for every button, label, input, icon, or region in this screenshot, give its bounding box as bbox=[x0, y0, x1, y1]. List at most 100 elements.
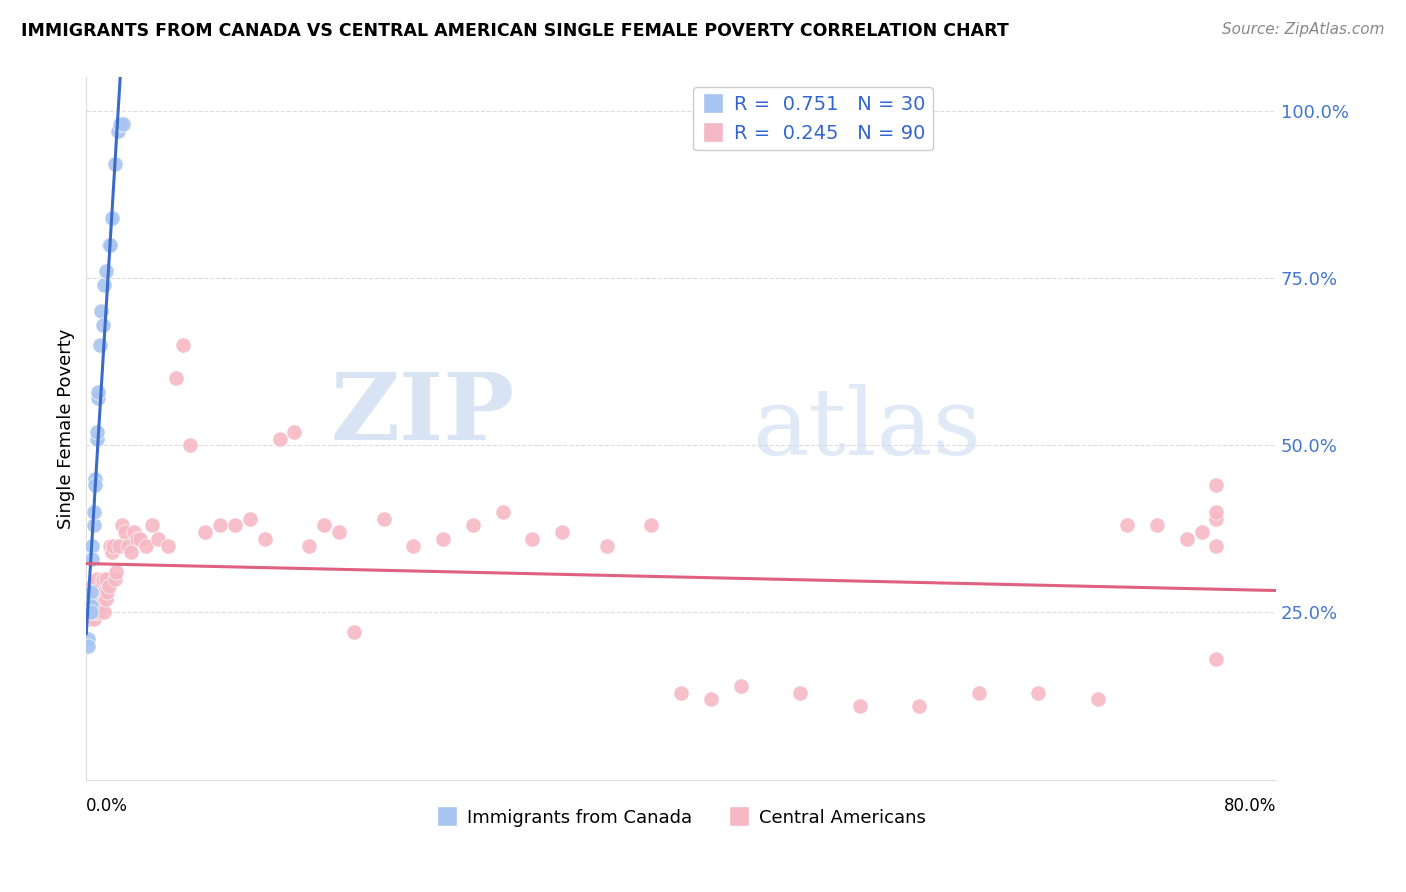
Point bbox=[239, 512, 262, 526]
Point bbox=[80, 585, 103, 599]
Point bbox=[80, 606, 103, 620]
Point bbox=[83, 585, 105, 599]
Text: ZIP: ZIP bbox=[330, 369, 515, 459]
Legend: Immigrants from Canada, Central Americans: Immigrants from Canada, Central American… bbox=[429, 801, 934, 834]
Point bbox=[269, 432, 291, 446]
Point bbox=[432, 532, 454, 546]
Point bbox=[97, 579, 120, 593]
Point bbox=[730, 679, 752, 693]
Point bbox=[87, 592, 110, 607]
Point bbox=[77, 606, 100, 620]
Point bbox=[669, 686, 692, 700]
Point bbox=[253, 532, 276, 546]
Point bbox=[224, 518, 246, 533]
Point bbox=[97, 237, 120, 252]
Point bbox=[103, 157, 125, 171]
Point bbox=[76, 606, 98, 620]
Point bbox=[128, 532, 150, 546]
Point bbox=[522, 532, 544, 546]
Point bbox=[146, 532, 169, 546]
Point bbox=[314, 518, 336, 533]
Point bbox=[86, 572, 108, 586]
Point bbox=[114, 525, 136, 540]
Point bbox=[82, 606, 104, 620]
Text: 80.0%: 80.0% bbox=[1223, 797, 1277, 815]
Point bbox=[172, 338, 194, 352]
Point bbox=[120, 545, 142, 559]
Text: 0.0%: 0.0% bbox=[86, 797, 128, 815]
Point bbox=[700, 692, 723, 706]
Point bbox=[108, 539, 131, 553]
Point bbox=[87, 606, 110, 620]
Point bbox=[1175, 532, 1198, 546]
Point bbox=[93, 606, 115, 620]
Point bbox=[80, 585, 103, 599]
Point bbox=[135, 539, 157, 553]
Point bbox=[402, 539, 425, 553]
Point bbox=[77, 612, 100, 626]
Point bbox=[1026, 686, 1049, 700]
Point bbox=[84, 478, 107, 492]
Point bbox=[77, 592, 100, 607]
Point bbox=[80, 599, 103, 613]
Text: Source: ZipAtlas.com: Source: ZipAtlas.com bbox=[1222, 22, 1385, 37]
Point bbox=[94, 572, 117, 586]
Point bbox=[94, 592, 117, 607]
Point bbox=[98, 539, 121, 553]
Point bbox=[1205, 652, 1227, 666]
Point bbox=[194, 525, 217, 540]
Point bbox=[125, 532, 148, 546]
Point bbox=[100, 211, 122, 225]
Point bbox=[82, 552, 104, 566]
Point bbox=[82, 592, 104, 607]
Point bbox=[89, 585, 111, 599]
Point bbox=[83, 518, 105, 533]
Point bbox=[77, 592, 100, 607]
Point bbox=[96, 585, 118, 599]
Point bbox=[77, 606, 100, 620]
Point bbox=[1146, 518, 1168, 533]
Point bbox=[157, 539, 180, 553]
Point bbox=[1116, 518, 1139, 533]
Point bbox=[94, 264, 117, 278]
Point bbox=[84, 606, 107, 620]
Point bbox=[83, 599, 105, 613]
Point bbox=[90, 592, 112, 607]
Point bbox=[373, 512, 395, 526]
Point bbox=[91, 572, 114, 586]
Point bbox=[179, 438, 201, 452]
Point bbox=[89, 599, 111, 613]
Point bbox=[298, 539, 321, 553]
Point bbox=[1191, 525, 1213, 540]
Point bbox=[84, 592, 107, 607]
Point bbox=[80, 592, 103, 607]
Point bbox=[343, 625, 366, 640]
Text: IMMIGRANTS FROM CANADA VS CENTRAL AMERICAN SINGLE FEMALE POVERTY CORRELATION CHA: IMMIGRANTS FROM CANADA VS CENTRAL AMERIC… bbox=[21, 22, 1010, 40]
Point bbox=[93, 277, 115, 292]
Point bbox=[82, 539, 104, 553]
Point bbox=[209, 518, 232, 533]
Point bbox=[100, 545, 122, 559]
Point bbox=[141, 518, 163, 533]
Point bbox=[492, 505, 515, 519]
Point bbox=[87, 392, 110, 406]
Point bbox=[84, 472, 107, 486]
Point bbox=[87, 384, 110, 399]
Point bbox=[93, 585, 115, 599]
Point bbox=[908, 699, 931, 714]
Point bbox=[1087, 692, 1109, 706]
Point bbox=[596, 539, 619, 553]
Point bbox=[789, 686, 811, 700]
Point bbox=[76, 639, 98, 653]
Point bbox=[461, 518, 484, 533]
Point bbox=[76, 612, 98, 626]
Point bbox=[117, 539, 139, 553]
Point bbox=[83, 612, 105, 626]
Point bbox=[101, 539, 124, 553]
Point bbox=[328, 525, 350, 540]
Point bbox=[86, 432, 108, 446]
Point bbox=[103, 572, 125, 586]
Point bbox=[1205, 512, 1227, 526]
Point bbox=[1205, 505, 1227, 519]
Point bbox=[76, 632, 98, 647]
